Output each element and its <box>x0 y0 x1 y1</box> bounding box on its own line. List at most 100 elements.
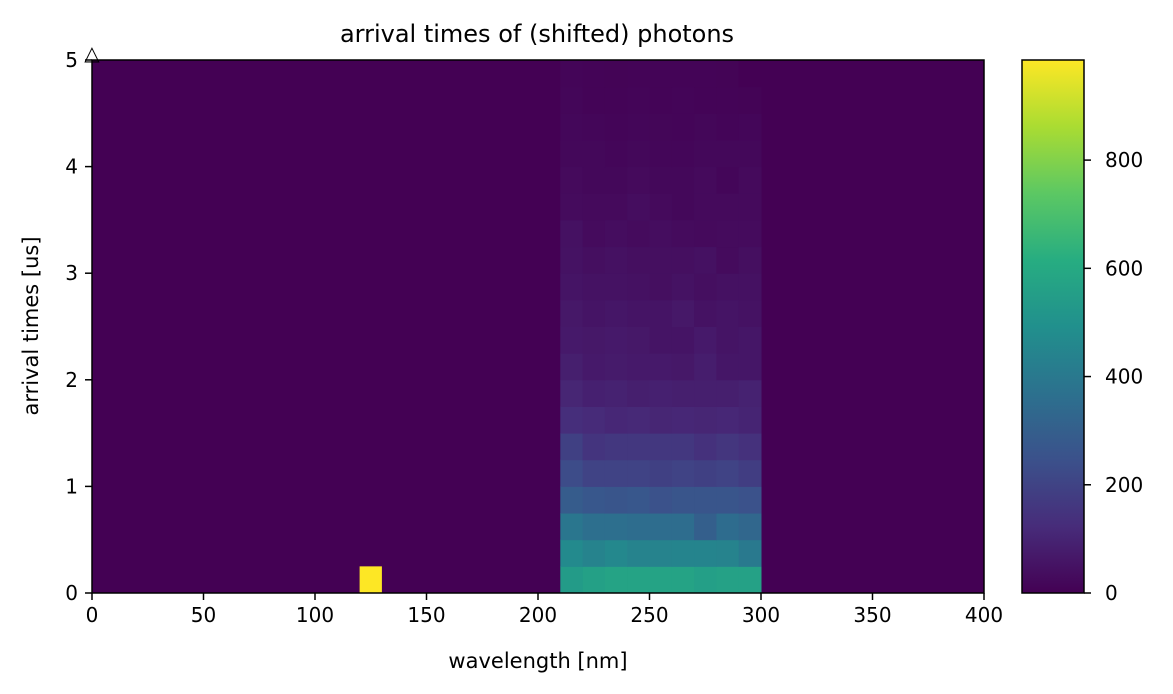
x-tick-label: 200 <box>519 603 557 627</box>
heatmap-cell <box>694 113 717 141</box>
heatmap-cell <box>671 86 695 114</box>
heatmap-cell <box>716 326 740 354</box>
heatmap-cell <box>738 246 762 274</box>
heatmap-cell <box>694 60 717 88</box>
heatmap-cell <box>560 513 584 541</box>
heatmap-cell <box>694 299 717 327</box>
heatmap-cell <box>649 539 673 567</box>
heatmap-cell <box>604 486 628 514</box>
heatmap-cell <box>649 406 673 434</box>
heatmap-cell <box>560 139 584 168</box>
heatmap-cell <box>716 539 740 567</box>
heatmap-cell <box>604 273 628 301</box>
heatmap-cell <box>694 86 717 114</box>
heatmap-cell <box>582 273 606 301</box>
heatmap-cell <box>738 539 762 567</box>
y-tick-label: 0 <box>65 581 78 605</box>
heatmap-cell <box>694 459 717 487</box>
heatmap-cell <box>627 273 650 301</box>
heatmap-cell <box>560 166 584 194</box>
heatmap-cell <box>694 193 717 221</box>
heatmap-cell <box>671 273 695 301</box>
colorbar-tick-label: 0 <box>1105 581 1118 605</box>
heatmap-cell <box>671 139 695 168</box>
heatmap-cell <box>582 299 606 327</box>
heatmap-cell <box>649 486 673 514</box>
x-axis-label: wavelength [nm] <box>448 649 627 673</box>
heatmap-cell <box>738 193 762 221</box>
x-tick-label: 400 <box>965 603 1003 627</box>
heatmap-cell <box>738 459 762 487</box>
heatmap-cell <box>738 86 762 114</box>
heatmap-cell <box>694 273 717 301</box>
heatmap-cell <box>716 113 740 141</box>
heatmap-cell <box>649 113 673 141</box>
colorbar-tick-label: 800 <box>1105 148 1143 172</box>
heatmap-cell <box>671 299 695 327</box>
heatmap-cell <box>582 379 606 407</box>
heatmap-cell <box>560 60 584 88</box>
heatmap-cell <box>716 166 740 194</box>
x-tick-label: 150 <box>407 603 445 627</box>
heatmap-cell <box>582 219 606 248</box>
heatmap-cell <box>649 86 673 114</box>
colorbar <box>1021 59 1085 594</box>
heatmap-cell <box>560 219 584 248</box>
heatmap-cell <box>649 60 673 88</box>
heatmap-cell <box>627 139 650 168</box>
y-tick-label: 5 <box>65 48 78 72</box>
heatmap-cell <box>694 486 717 514</box>
heatmap-cell <box>649 433 673 461</box>
heatmap-cell <box>694 166 717 194</box>
heatmap-cell <box>738 406 762 434</box>
heatmap-cell <box>604 86 628 114</box>
heatmap-cell <box>694 433 717 461</box>
y-tick-label: 2 <box>65 368 78 392</box>
heatmap-cell <box>671 433 695 461</box>
heatmap-cell <box>716 566 740 594</box>
y-axis-label: arrival times [us] <box>19 236 43 415</box>
heatmap-cell <box>738 273 762 301</box>
heatmap-cell <box>716 246 740 274</box>
heatmap-cell <box>716 193 740 221</box>
heatmap-cell <box>671 513 695 541</box>
heatmap-cell <box>604 60 628 88</box>
heatmap-cells <box>359 60 762 594</box>
heatmap-cell <box>738 60 762 88</box>
heatmap-cell <box>627 353 650 381</box>
x-axis-ticks: 0 50 100 150 200 250 300 350 400 <box>86 593 1003 627</box>
heatmap-cell <box>582 433 606 461</box>
heatmap-cell <box>649 459 673 487</box>
heatmap-cell <box>694 539 717 567</box>
heatmap-cell <box>649 219 673 248</box>
heatmap-cell <box>716 86 740 114</box>
heatmap-cell <box>716 486 740 514</box>
x-tick-label: 100 <box>296 603 334 627</box>
heatmap-cell <box>671 326 695 354</box>
heatmap-cell <box>627 219 650 248</box>
heatmap-cell <box>560 273 584 301</box>
heatmap-cell <box>582 353 606 381</box>
heatmap-cell <box>627 246 650 274</box>
heatmap-cell <box>738 139 762 168</box>
heatmap-cell <box>604 566 628 594</box>
heatmap-cell <box>604 219 628 248</box>
heatmap-cell <box>694 353 717 381</box>
heatmap-cell <box>604 139 628 168</box>
heatmap-cell <box>671 353 695 381</box>
heatmap-cell <box>738 219 762 248</box>
heatmap-cell <box>694 566 717 594</box>
heatmap-cell <box>560 539 584 567</box>
heatmap-cell <box>649 193 673 221</box>
colorbar-ticks: 0 200 400 600 800 <box>1084 148 1143 605</box>
heatmap-cell <box>604 353 628 381</box>
heatmap-cell <box>694 139 717 168</box>
heatmap-cell <box>560 486 584 514</box>
heatmap-cell <box>582 459 606 487</box>
heatmap-cell <box>694 379 717 407</box>
heatmap-cell <box>604 299 628 327</box>
x-tick-label: 300 <box>742 603 780 627</box>
colorbar-tick-label: 200 <box>1105 473 1143 497</box>
heatmap-cell <box>649 379 673 407</box>
